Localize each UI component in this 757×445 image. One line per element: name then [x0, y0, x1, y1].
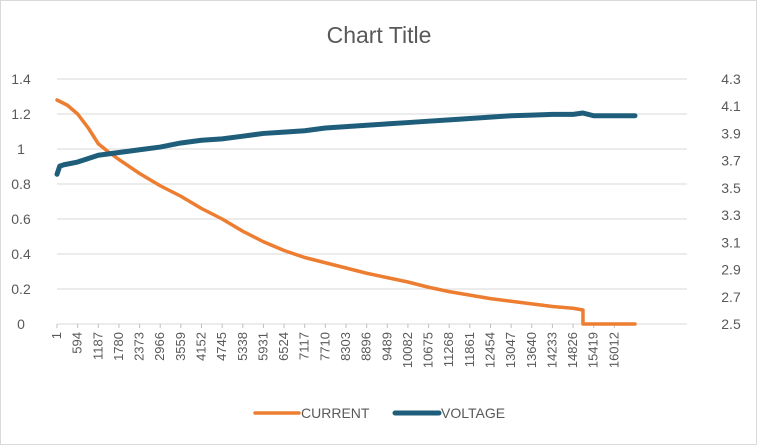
y-tick-label-right: 3.9 — [721, 125, 741, 141]
y-tick-label-left: 0.8 — [11, 176, 31, 192]
y-tick-label-right: 3.7 — [721, 153, 741, 169]
x-tick-label: 12454 — [483, 332, 498, 368]
chart-title: Chart Title — [327, 22, 432, 48]
y-axis-right: 2.5 2.7 2.9 3.1 3.3 3.5 3.7 3.9 4.1 4.3 — [721, 71, 741, 332]
x-tick-label: 16012 — [606, 332, 621, 368]
y-tick-label-right: 3.5 — [721, 180, 741, 196]
x-tick-label: 8896 — [359, 332, 374, 361]
x-tick-label: 5338 — [235, 332, 250, 361]
series-lines — [54, 98, 638, 326]
x-tick-label: 6524 — [276, 332, 291, 361]
x-tick-label: 11861 — [462, 332, 477, 367]
legend: CURRENT VOLTAGE — [253, 405, 505, 421]
y-tick-label-right: 2.7 — [721, 289, 741, 305]
x-tick-label: 4152 — [194, 332, 209, 361]
x-tick-label: 14826 — [565, 332, 580, 368]
legend-entry: CURRENT — [301, 405, 370, 421]
y-tick-label-left: 0.2 — [11, 281, 31, 297]
y-tick-label-left: 1.4 — [11, 71, 31, 87]
y-tick-label-right: 4.1 — [721, 98, 741, 114]
x-tick-label: 1187 — [90, 332, 105, 360]
x-tick-label: 10082 — [400, 332, 415, 368]
y-tick-label-left: 0 — [17, 316, 25, 332]
x-tick-label: 594 — [70, 332, 85, 354]
series-line-voltage — [54, 110, 638, 177]
y-tick-label-right: 2.9 — [721, 262, 741, 278]
x-tick-label: 2373 — [132, 332, 147, 361]
y-tick-label-right: 4.3 — [721, 71, 741, 87]
y-tick-label-left: 1 — [17, 141, 25, 157]
x-tick-label: 7710 — [317, 332, 332, 361]
x-tick-label: 15419 — [586, 332, 601, 368]
y-tick-label-right: 3.1 — [721, 234, 741, 250]
y-tick-label-left: 0.4 — [11, 246, 31, 262]
x-tick-label: 14233 — [544, 332, 559, 368]
y-axis-left: 0 0.2 0.4 0.6 0.8 1 1.2 1.4 — [11, 71, 31, 332]
x-tick-label: 7117 — [297, 332, 312, 360]
x-tick-label: 11268 — [441, 332, 456, 367]
x-tick-label: 13640 — [524, 332, 539, 368]
x-tick-label: 5931 — [255, 332, 270, 361]
y-tick-label-left: 1.2 — [11, 106, 31, 122]
x-tick-label: 8303 — [338, 332, 353, 361]
series-line-current — [55, 98, 637, 326]
x-tick-label: 2966 — [152, 332, 167, 361]
y-tick-label-left: 0.6 — [11, 211, 31, 227]
x-tick-label: 9489 — [379, 332, 394, 361]
x-tick-label: 4745 — [214, 332, 229, 361]
x-tick-label: 3559 — [173, 332, 188, 361]
x-tick-label: 1 — [49, 332, 64, 339]
x-tick-label: 13047 — [503, 332, 518, 368]
y-tick-label-right: 2.5 — [721, 316, 741, 332]
x-tick-label: 10675 — [421, 332, 436, 368]
legend-entry: VOLTAGE — [441, 405, 505, 421]
x-axis: 1 594 1187 1780 2373 2966 3559 4152 4745 5338 5931… — [49, 324, 621, 368]
x-tick-label: 1780 — [111, 332, 126, 361]
y-tick-label-right: 3.3 — [721, 207, 741, 223]
